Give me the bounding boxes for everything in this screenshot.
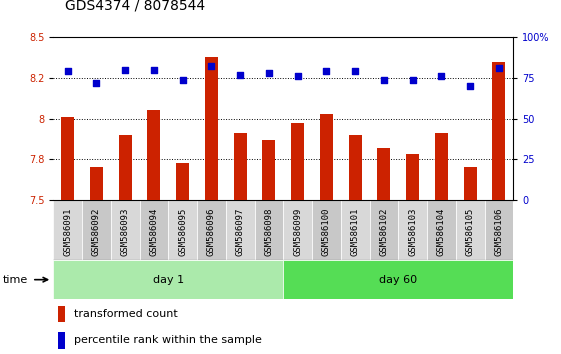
FancyBboxPatch shape	[111, 200, 140, 260]
FancyBboxPatch shape	[398, 200, 427, 260]
Point	[466, 83, 475, 89]
FancyBboxPatch shape	[485, 200, 513, 260]
Text: GSM586102: GSM586102	[379, 207, 388, 256]
Text: percentile rank within the sample: percentile rank within the sample	[74, 335, 262, 345]
Point	[149, 67, 158, 73]
Bar	[58, 332, 65, 348]
FancyBboxPatch shape	[197, 200, 226, 260]
FancyBboxPatch shape	[226, 200, 255, 260]
Text: GSM586099: GSM586099	[293, 207, 302, 256]
Point	[236, 72, 245, 78]
Bar	[493, 62, 505, 200]
Point	[437, 73, 446, 79]
Text: day 1: day 1	[153, 275, 184, 285]
Text: GSM586093: GSM586093	[121, 207, 130, 256]
Point	[379, 77, 388, 82]
Bar	[320, 114, 333, 200]
Text: GSM586100: GSM586100	[322, 207, 331, 256]
Text: GSM586104: GSM586104	[437, 207, 446, 256]
FancyBboxPatch shape	[53, 260, 283, 299]
Bar	[205, 57, 218, 200]
FancyBboxPatch shape	[140, 200, 168, 260]
Bar	[464, 167, 477, 200]
FancyBboxPatch shape	[255, 200, 283, 260]
Text: GSM586097: GSM586097	[236, 207, 245, 256]
FancyBboxPatch shape	[283, 200, 312, 260]
FancyBboxPatch shape	[456, 200, 485, 260]
Point	[207, 64, 216, 69]
Bar	[234, 133, 247, 200]
Text: GSM586091: GSM586091	[63, 207, 72, 256]
Point	[121, 67, 130, 73]
Text: GSM586092: GSM586092	[92, 207, 101, 256]
FancyBboxPatch shape	[283, 260, 513, 299]
Bar	[349, 135, 362, 200]
Text: GSM586101: GSM586101	[351, 207, 360, 256]
Text: day 60: day 60	[379, 275, 417, 285]
Text: GSM586094: GSM586094	[149, 207, 158, 256]
FancyBboxPatch shape	[370, 200, 398, 260]
Bar	[378, 148, 390, 200]
Point	[351, 69, 360, 74]
Text: GSM586096: GSM586096	[207, 207, 216, 256]
Bar	[435, 133, 448, 200]
Bar	[291, 124, 304, 200]
Bar	[263, 140, 275, 200]
FancyBboxPatch shape	[168, 200, 197, 260]
Bar	[90, 167, 103, 200]
Text: transformed count: transformed count	[74, 309, 178, 319]
Bar	[58, 306, 65, 322]
Point	[494, 65, 503, 71]
FancyBboxPatch shape	[312, 200, 341, 260]
Bar	[148, 110, 160, 200]
Point	[92, 80, 101, 86]
Point	[408, 77, 417, 82]
Point	[63, 69, 72, 74]
Text: GDS4374 / 8078544: GDS4374 / 8078544	[65, 0, 205, 12]
Text: GSM586105: GSM586105	[466, 207, 475, 256]
Bar	[119, 135, 132, 200]
FancyBboxPatch shape	[53, 200, 82, 260]
FancyBboxPatch shape	[427, 200, 456, 260]
Text: GSM586103: GSM586103	[408, 207, 417, 256]
Text: time: time	[3, 275, 28, 285]
Point	[264, 70, 273, 76]
Text: GSM586106: GSM586106	[494, 207, 503, 256]
FancyBboxPatch shape	[82, 200, 111, 260]
Point	[293, 73, 302, 79]
Bar	[406, 154, 419, 200]
Bar	[176, 162, 189, 200]
FancyBboxPatch shape	[341, 200, 370, 260]
Text: GSM586095: GSM586095	[178, 207, 187, 256]
Point	[178, 77, 187, 82]
Text: GSM586098: GSM586098	[264, 207, 273, 256]
Point	[322, 69, 331, 74]
Bar	[61, 117, 74, 200]
